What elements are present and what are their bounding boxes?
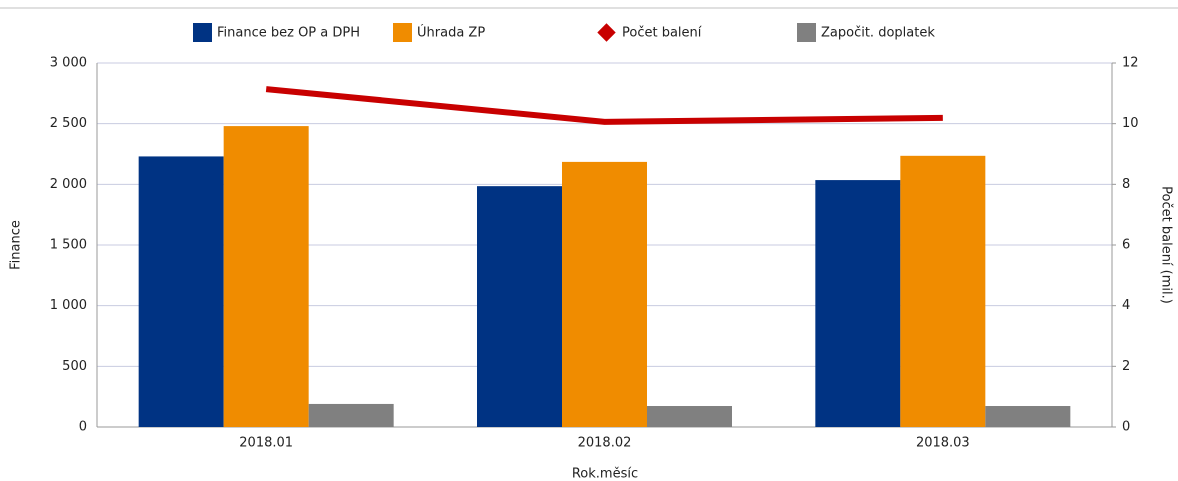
legend-label: Počet balení (622, 26, 702, 41)
x-tick-label: 2018.01 (239, 436, 293, 451)
legend-label: Započit. doplatek (821, 26, 935, 41)
y-tick-label: 2 500 (50, 116, 87, 131)
y2-tick-label: 0 (1122, 420, 1130, 435)
x-tick-label: 2018.03 (916, 436, 970, 451)
y2-tick-label: 12 (1122, 56, 1139, 71)
y-tick-label: 1 500 (50, 238, 87, 253)
bar (985, 406, 1071, 427)
y2-axis-title: Počet balení (mil.) (1159, 186, 1174, 304)
line-series (265, 86, 943, 125)
bar (138, 156, 224, 427)
bar (223, 126, 309, 428)
bar (562, 161, 647, 428)
bar (900, 155, 986, 427)
y2-tick-label: 10 (1122, 116, 1139, 131)
bar (308, 403, 394, 427)
y2-tick-label: 6 (1122, 238, 1130, 253)
y2-tick-label: 2 (1122, 359, 1130, 374)
legend-marker (597, 23, 616, 42)
y-tick-label: 3 000 (50, 56, 87, 71)
y-tick-label: 500 (62, 359, 87, 374)
bar (477, 186, 562, 427)
y-tick-label: 1 000 (50, 298, 87, 313)
legend-marker (393, 23, 412, 42)
y-tick-label: 0 (79, 420, 87, 435)
bar (647, 406, 732, 427)
y2-tick-label: 8 (1122, 177, 1130, 192)
x-tick-label: 2018.02 (578, 436, 632, 451)
x-axis-title: Rok.měsíc (572, 467, 638, 481)
y-axis-title: Finance (9, 220, 24, 270)
y2-tick-label: 4 (1122, 298, 1130, 313)
legend-label: Finance bez OP a DPH (217, 26, 360, 41)
legend-marker (193, 23, 212, 42)
legend-marker (797, 23, 816, 42)
bar (815, 180, 901, 427)
legend-label: Úhrada ZP (417, 25, 485, 41)
y-tick-label: 2 000 (50, 177, 87, 192)
